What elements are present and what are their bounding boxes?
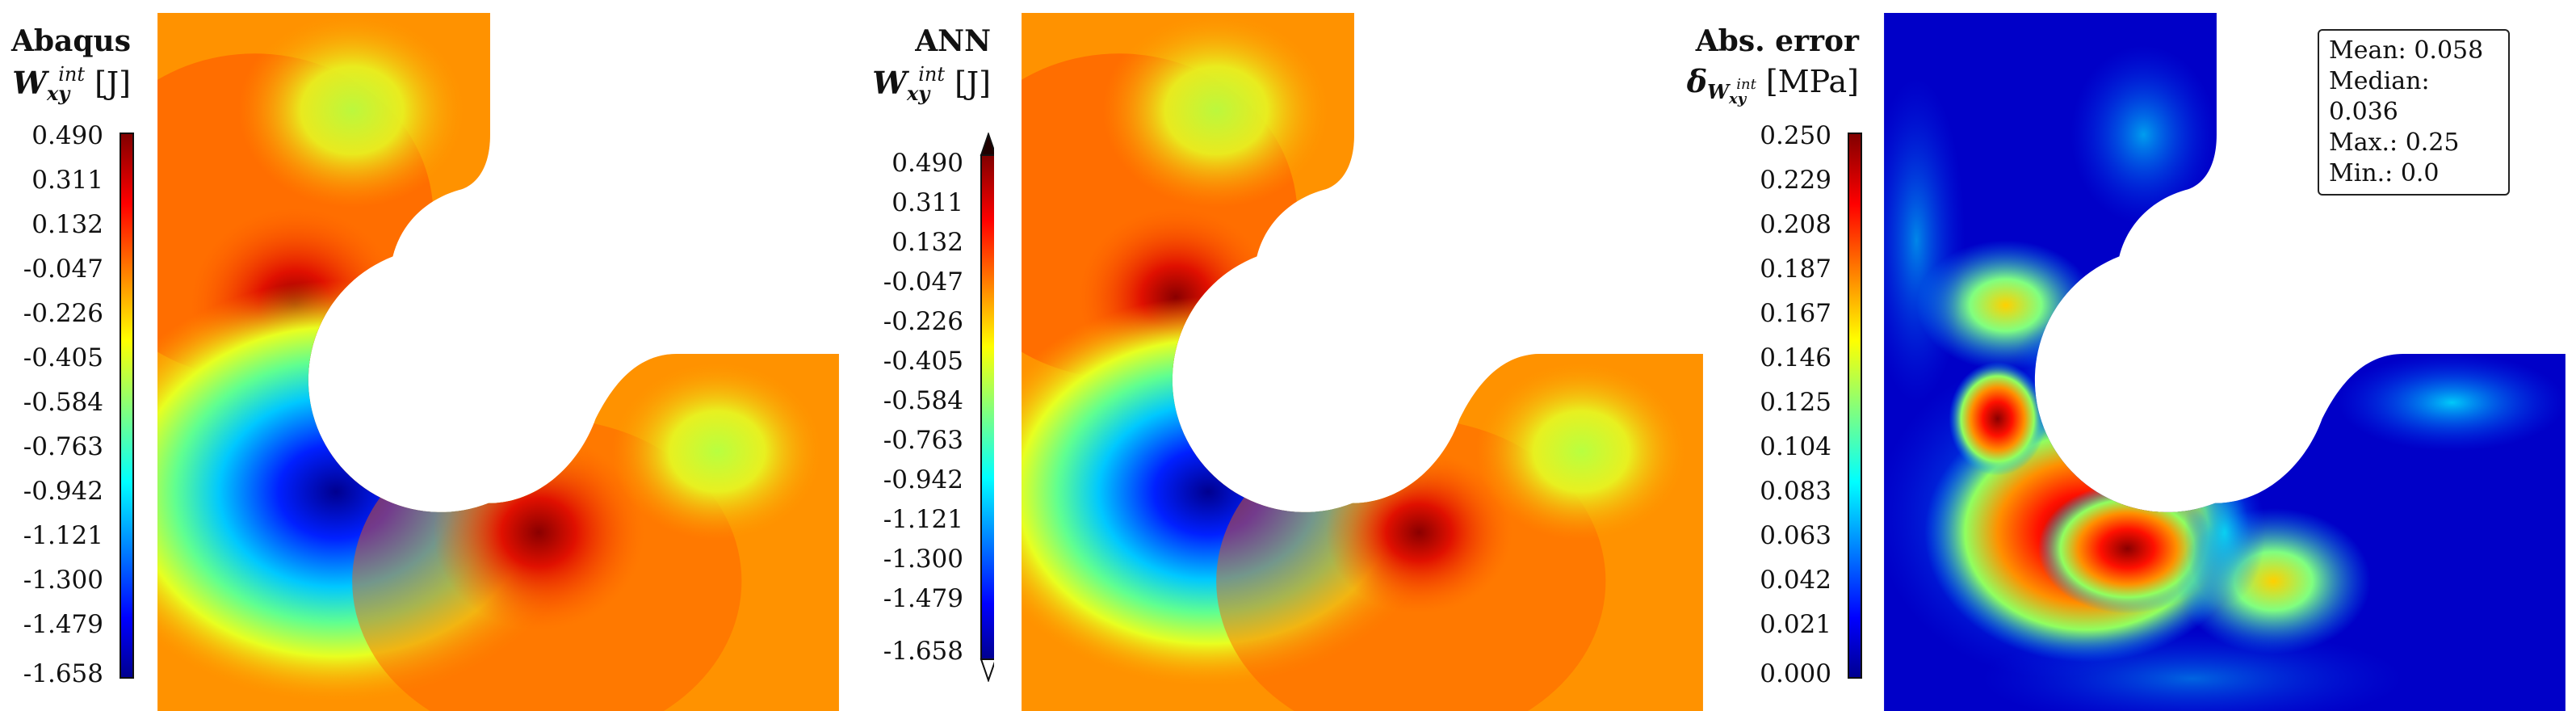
- tick-label: 0.229: [1760, 166, 1831, 195]
- tick-label: -0.226: [23, 299, 103, 328]
- tick-label: 0.063: [1760, 521, 1831, 550]
- tick-label: -1.300: [23, 566, 103, 595]
- tick-label: 0.042: [1760, 566, 1831, 595]
- tick-label: -0.584: [23, 388, 103, 417]
- tick-label: 0.125: [1760, 388, 1831, 417]
- tick-label: 0.167: [1760, 299, 1831, 328]
- panel-header: Abaqus Wxyint [J]: [0, 0, 131, 129]
- tick-label: -0.226: [883, 307, 963, 336]
- tick-label: -1.121: [23, 521, 103, 550]
- panel-ann: ANN Wxyint [J] 0.490 0.311 0.132 -0.047 …: [860, 0, 1716, 711]
- quantity-label: Wxyint [J]: [872, 63, 991, 105]
- tick-label: -0.763: [883, 426, 963, 455]
- quantity-label: δWxyint [MPa]: [1686, 63, 1859, 107]
- stat-mean: Mean: 0.058: [2329, 36, 2484, 65]
- tick-label: 0.311: [892, 188, 963, 217]
- tick-label: 0.104: [1760, 432, 1831, 461]
- colorbar-ticks: 0.490 0.311 0.132 -0.047 -0.226 -0.405 -…: [0, 0, 103, 709]
- panel-abaqus: Abaqus Wxyint [J] 0.490 0.311 0.132 -0.0…: [0, 0, 856, 711]
- panel-title: Abaqus: [10, 24, 131, 58]
- tick-label: -1.300: [883, 545, 963, 574]
- tick-label: -0.405: [23, 343, 103, 372]
- tick-label: -1.121: [883, 505, 963, 534]
- tick-label: -1.479: [883, 584, 963, 613]
- colorbar: [120, 133, 134, 679]
- tick-label: -1.658: [23, 659, 103, 688]
- tick-label: 0.132: [31, 210, 103, 239]
- colorbar-ticks: 0.490 0.311 0.132 -0.047 -0.226 -0.405 -…: [860, 0, 963, 709]
- stat-min: Min.: 0.0: [2329, 159, 2440, 187]
- stats-box: Mean: 0.058 Median: 0.036 Max.: 0.25 Min…: [2318, 29, 2510, 196]
- colorbar: [1848, 133, 1862, 679]
- tick-label: -1.658: [883, 637, 963, 666]
- tick-label: 0.208: [1760, 210, 1831, 239]
- colorbar-extended: [980, 133, 994, 682]
- tick-label: -0.047: [883, 267, 963, 297]
- colorbar-ticks: 0.250 0.229 0.208 0.187 0.167 0.146 0.12…: [1712, 0, 1831, 709]
- tick-label: 0.490: [31, 121, 103, 150]
- tick-label: 0.490: [892, 149, 963, 178]
- tick-label: -0.942: [883, 465, 963, 494]
- quantity-label: Wxyint [J]: [12, 63, 131, 105]
- panel-abs-error: Abs. error δWxyint [MPa] 0.250 0.229 0.2…: [1687, 0, 2576, 711]
- tick-label: 0.000: [1760, 659, 1831, 688]
- panel-title: Abs. error: [1695, 24, 1859, 58]
- tick-label: 0.311: [31, 166, 103, 195]
- tick-label: 0.083: [1760, 477, 1831, 506]
- panel-header: Abs. error δWxyint [MPa]: [1687, 0, 1859, 129]
- stat-max: Max.: 0.25: [2329, 128, 2460, 157]
- tick-label: -1.479: [23, 610, 103, 639]
- tick-label: 0.146: [1760, 343, 1831, 372]
- contour-field: [157, 13, 839, 711]
- tick-label: -0.584: [883, 386, 963, 415]
- tick-label: 0.250: [1760, 121, 1831, 150]
- tick-label: 0.132: [892, 228, 963, 257]
- tick-label: -0.942: [23, 477, 103, 506]
- contour-field: [1022, 13, 1703, 711]
- stat-median: Median: 0.036: [2329, 67, 2430, 126]
- tick-label: -0.047: [23, 255, 103, 284]
- panel-header: ANN Wxyint [J]: [860, 0, 991, 129]
- tick-label: -0.763: [23, 432, 103, 461]
- tick-label: 0.021: [1760, 610, 1831, 639]
- tick-label: -0.405: [883, 347, 963, 376]
- tick-label: 0.187: [1760, 255, 1831, 284]
- panel-title: ANN: [915, 24, 991, 58]
